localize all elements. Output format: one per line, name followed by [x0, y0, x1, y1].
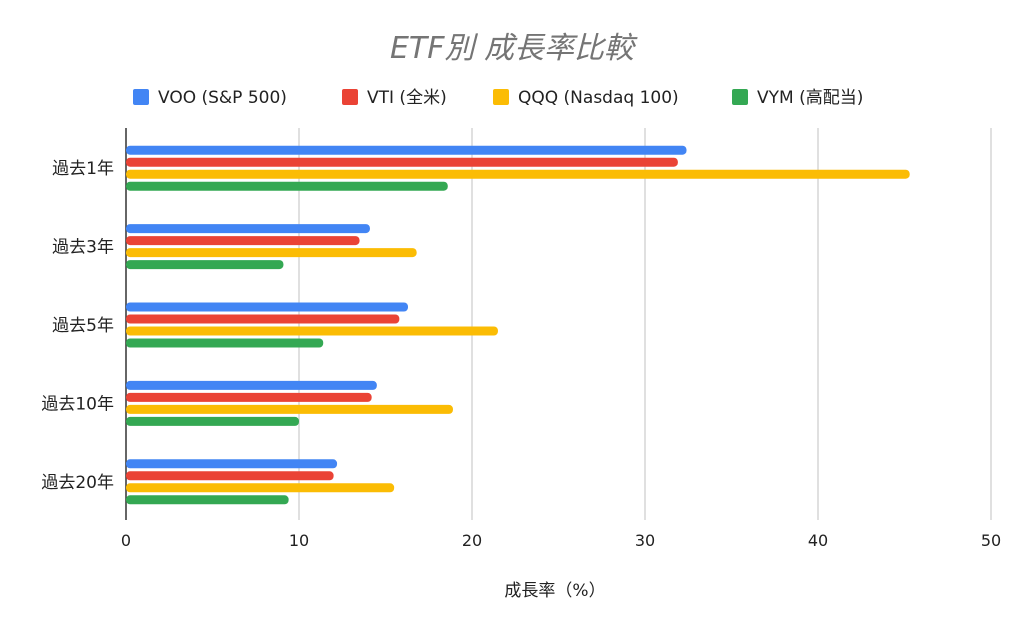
legend-label: VOO (S&P 500) [158, 88, 287, 108]
x-tick-label: 40 [808, 531, 828, 550]
legend-label: QQQ (Nasdaq 100) [518, 88, 679, 108]
category-label: 過去3年 [52, 238, 114, 258]
category-label: 過去10年 [41, 394, 114, 414]
bar-2-1 [126, 248, 417, 258]
legend-swatch [493, 89, 509, 105]
bar-3-4 [126, 495, 289, 505]
x-tick-labels: 0 10 20 30 40 50 [121, 531, 1001, 550]
bars [126, 145, 910, 505]
bar-2-3 [126, 404, 453, 414]
legend-swatch [732, 89, 748, 105]
gridlines [125, 128, 992, 520]
bar-3-3 [126, 416, 299, 426]
bar-1-0 [126, 157, 678, 167]
bar-1-2 [126, 314, 400, 324]
x-tick-label: 20 [462, 531, 482, 550]
bar-0-2 [126, 302, 408, 312]
bar-2-4 [126, 483, 395, 493]
category-label: 過去20年 [41, 473, 114, 493]
bar-1-3 [126, 392, 372, 402]
legend-swatch [342, 89, 358, 105]
x-tick-label: 30 [635, 531, 655, 550]
legend-swatch [133, 89, 149, 105]
x-axis-label: 成長率（%） [504, 581, 605, 601]
bar-3-1 [126, 260, 284, 270]
x-tick-label: 50 [981, 531, 1001, 550]
bar-1-4 [126, 471, 334, 481]
bar-3-2 [126, 338, 324, 348]
bar-0-3 [126, 380, 377, 390]
bar-3-0 [126, 181, 448, 191]
category-label: 過去5年 [52, 316, 114, 336]
bar-2-0 [126, 169, 910, 179]
legend: VOO (S&P 500) VTI (全米) QQQ (Nasdaq 100) VYM… [133, 88, 863, 108]
bar-0-4 [126, 459, 338, 469]
legend-label: VTI (全米) [367, 88, 447, 108]
category-label: 過去1年 [52, 159, 114, 179]
bar-1-1 [126, 236, 360, 246]
chart-title: ETF別 成長率比較 [390, 31, 638, 66]
legend-label: VYM (高配当) [757, 88, 863, 108]
x-tick-label: 10 [289, 531, 309, 550]
x-tick-label: 0 [121, 531, 131, 550]
bar-2-2 [126, 326, 498, 336]
bar-0-1 [126, 224, 370, 234]
bar-0-0 [126, 145, 687, 155]
